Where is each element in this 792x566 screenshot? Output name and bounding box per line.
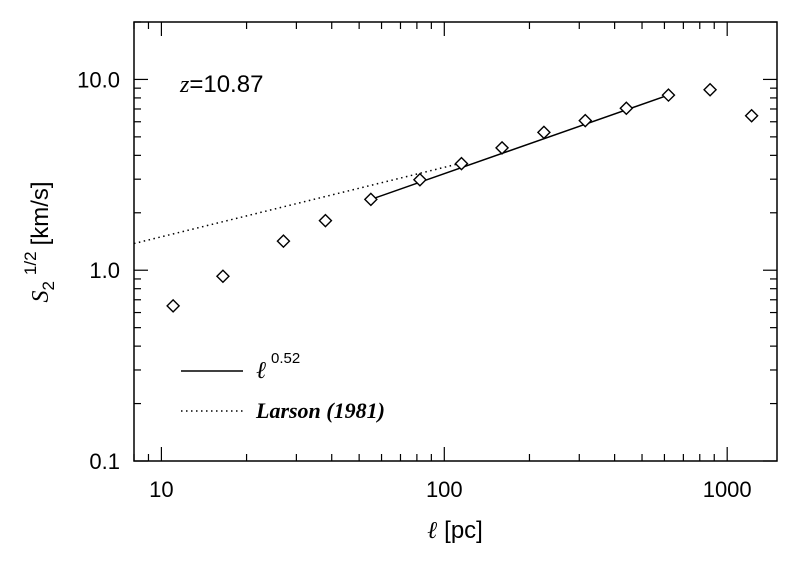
legend-larson-label: Larson (1981) [255,398,385,423]
x-tick-label: 1000 [703,477,752,502]
larson-line [133,161,467,245]
data-point [166,298,181,313]
tick-labels: 10 100 1000 0.1 1.0 10.0 [77,67,751,502]
y-tick-label: 1.0 [89,258,120,283]
x-axis-label: ℓ [pc] [427,517,483,544]
data-point [276,234,291,249]
legend-fit-label: ℓ 0.52 [256,350,300,384]
axis-ticks [133,21,777,462]
data-point [703,82,718,97]
data-point [536,125,551,140]
y-tick-label: 10.0 [77,67,120,92]
x-tick-label: 10 [149,477,173,502]
data-point [363,192,378,207]
x-tick-label: 100 [426,477,463,502]
data-point [318,213,333,228]
data-point [412,172,427,187]
plot-frame [133,21,778,462]
data-series [133,82,759,313]
data-point [215,269,230,284]
data-point [619,101,634,116]
data-point [454,156,469,171]
data-point [661,88,676,103]
y-axis-label: S21/2[km/s] [21,181,58,302]
data-point [495,140,510,155]
data-point [578,113,593,128]
redshift-annotation: z=10.87 [179,71,263,98]
y-tick-label: 0.1 [89,449,120,474]
data-point [744,108,759,123]
